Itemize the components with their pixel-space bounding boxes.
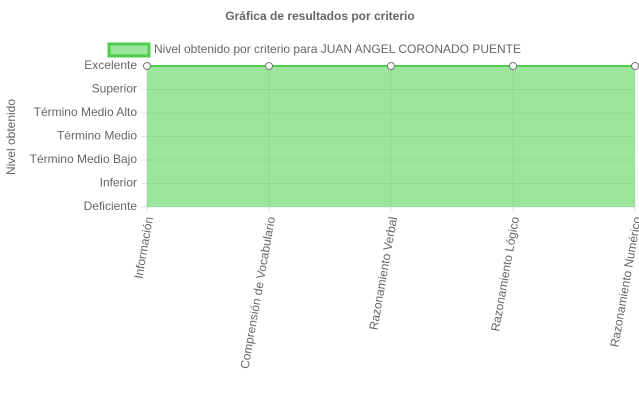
y-tick-label: Inferior [100,176,137,190]
x-tick-label: Comprensión de Vocabulario [238,215,279,370]
area-fill [147,66,635,207]
data-point [509,62,517,70]
data-point [387,62,395,70]
legend-label: Nivel obtenido por criterio para JUAN AN… [154,42,521,56]
data-point [631,62,639,70]
legend-swatch [107,42,151,58]
y-tick-label: Deficiente [84,199,138,213]
x-tick-label: Razonamiento Verbal [366,216,400,331]
data-point [143,62,151,70]
y-tick-label: Término Medio Alto [34,105,138,119]
y-tick-label: Excelente [84,58,137,72]
y-tick-label: Término Medio Bajo [30,152,138,166]
y-tick-label: Término Medio [57,129,137,143]
data-point [265,62,273,70]
x-tick-label: Información [131,216,156,280]
y-tick-label: Superior [92,82,137,96]
chart-title: Gráfica de resultados por criterio [225,9,414,23]
y-axis-title: Nivel obtenido [4,99,18,175]
x-tick-label: Razonamiento Numérico [607,215,639,348]
x-tick-label: Razonamiento Lógico [488,215,522,332]
